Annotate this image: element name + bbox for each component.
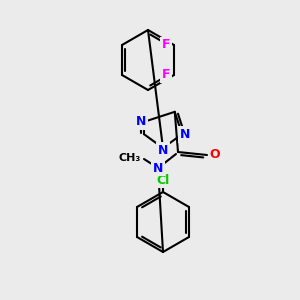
Text: N: N: [153, 161, 163, 175]
Text: O: O: [210, 148, 220, 161]
Text: F: F: [162, 38, 170, 52]
Text: N: N: [136, 115, 146, 128]
Text: F: F: [162, 68, 170, 82]
Text: N: N: [158, 143, 168, 157]
Text: N: N: [180, 128, 190, 141]
Text: CH₃: CH₃: [119, 153, 141, 163]
Text: Cl: Cl: [156, 173, 170, 187]
